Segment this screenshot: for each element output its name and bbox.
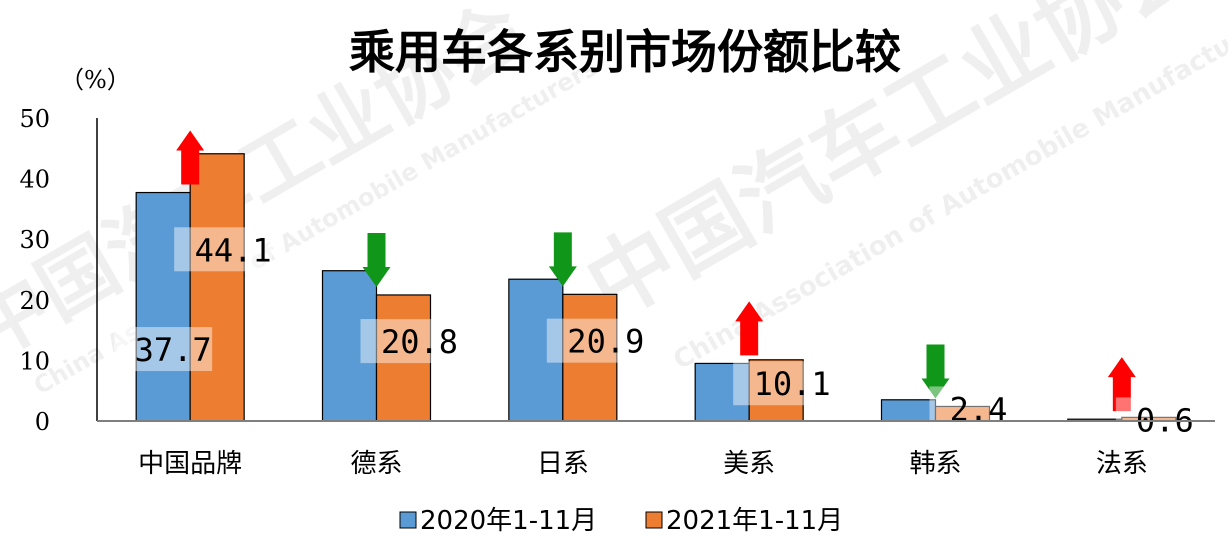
y-tick-label: 0 bbox=[35, 408, 50, 436]
x-tick-label: 韩系 bbox=[909, 449, 961, 479]
y-tick-label: 20 bbox=[19, 287, 50, 315]
y-axis: 0 10 20 30 40 50 bbox=[19, 105, 98, 436]
y-unit-label: （%） bbox=[60, 66, 131, 94]
arrow-up-icon bbox=[176, 130, 205, 185]
data-label-bg bbox=[1115, 397, 1194, 442]
legend-swatch bbox=[645, 511, 663, 529]
legend: 2020年1-11月 2021年1-11月 bbox=[399, 506, 843, 536]
bar-2020-0 bbox=[135, 191, 191, 422]
x-axis: 中国品牌 德系 日系 美系 韩系 法系 bbox=[97, 420, 1215, 479]
data-label: 37.7 bbox=[135, 331, 212, 369]
trend-arrows bbox=[176, 130, 1136, 412]
arrow-down-icon bbox=[548, 232, 577, 287]
y-tick-label: 30 bbox=[19, 226, 50, 254]
bars bbox=[135, 153, 1177, 422]
arrow-down-icon bbox=[921, 344, 950, 399]
data-label-bg bbox=[733, 361, 832, 406]
arrow-up-icon bbox=[735, 301, 764, 356]
data-label: 2.4 bbox=[950, 390, 1008, 428]
x-tick-label: 中国品牌 bbox=[138, 449, 242, 479]
data-label: 20.9 bbox=[567, 323, 644, 361]
x-tick-label: 法系 bbox=[1096, 449, 1148, 479]
data-label-bg bbox=[546, 318, 645, 363]
x-tick-label: 美系 bbox=[723, 449, 775, 479]
data-label-bg bbox=[360, 319, 459, 364]
bar-2020-4 bbox=[880, 399, 937, 422]
legend-swatch bbox=[399, 511, 417, 529]
legend-label: 2021年1-11月 bbox=[666, 506, 843, 536]
data-label: 20.8 bbox=[381, 323, 458, 361]
bar-2021-2 bbox=[562, 293, 618, 422]
y-tick-label: 50 bbox=[19, 105, 50, 133]
bar-2021-0 bbox=[189, 153, 245, 422]
data-label: 44.1 bbox=[195, 231, 272, 269]
y-tick-label: 10 bbox=[19, 347, 50, 375]
y-tick-label: 40 bbox=[19, 166, 50, 194]
x-tick-label: 德系 bbox=[350, 449, 402, 479]
x-tick-label: 日系 bbox=[537, 449, 589, 479]
data-label-bg bbox=[929, 386, 1008, 431]
bar-2020-1 bbox=[321, 270, 378, 422]
chart-title: 乘用车各系别市场份额比较 bbox=[349, 25, 901, 79]
data-label: 10.1 bbox=[754, 365, 831, 403]
arrow-down-icon bbox=[362, 232, 391, 287]
data-label-bg bbox=[174, 227, 273, 272]
arrow-up-icon bbox=[1107, 357, 1136, 412]
data-label-bg bbox=[114, 327, 213, 372]
legend-label: 2020年1-11月 bbox=[420, 506, 597, 536]
